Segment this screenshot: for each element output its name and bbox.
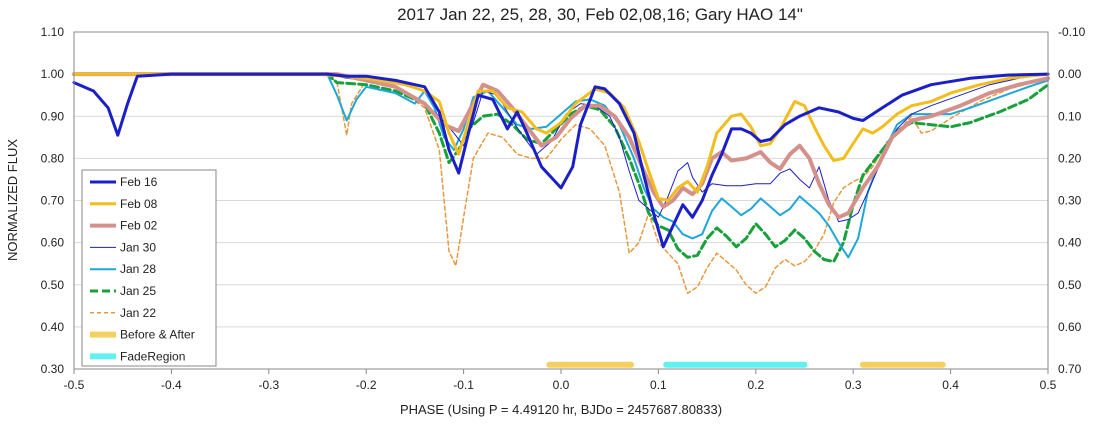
x-tick-label: -0.1: [453, 378, 474, 392]
y-tick-label: 0.90: [41, 109, 65, 123]
y-axis-ticks: 1.10 1.00 0.90 0.80 0.70 0.60 0.50 0.40 0.30: [41, 25, 65, 376]
y2-tick-label: 0.00: [1058, 67, 1082, 81]
series-line-feb-08: [72, 72, 1050, 202]
y2-tick-label: 0.50: [1058, 278, 1082, 292]
legend-label-jan-28: Jan 28: [120, 262, 156, 276]
x-tick-label: 0.5: [1040, 378, 1057, 392]
legend-label-feb-08: Feb 08: [120, 197, 158, 211]
x-tick-label: -0.4: [161, 378, 182, 392]
y-tick-label: 0.70: [41, 194, 65, 208]
y2-tick-label: 0.40: [1058, 236, 1082, 250]
x-tick-label: 0.3: [845, 378, 862, 392]
series-line-jan-22: [73, 73, 1049, 294]
y2-tick-label: 0.20: [1058, 151, 1082, 165]
x-tick-label: 0.1: [650, 378, 667, 392]
y2-tick-label: 0.70: [1058, 362, 1082, 376]
y-axis-label: NORMALIZED FLUX: [5, 139, 20, 261]
plot-series: [72, 72, 1050, 368]
y-tick-label: 1.00: [41, 67, 65, 81]
x-axis-label: PHASE (Using P = 4.49120 hr, BJDo = 2457…: [400, 402, 722, 417]
y-tick-label: 0.50: [41, 278, 65, 292]
chart-title: 2017 Jan 22, 25, 28, 30, Feb 02,08,16; G…: [397, 5, 803, 24]
y-tick-label: 0.40: [41, 320, 65, 334]
legend-label-feb-02: Feb 02: [120, 219, 158, 233]
x-tick-label: 0.4: [942, 378, 959, 392]
secondary-y-axis-ticks: -0.10 0.00 0.10 0.20 0.30 0.40 0.50 0.60 0.70: [1058, 25, 1086, 376]
legend-label-before-after: Before & After: [120, 328, 195, 342]
y-tick-label: 1.10: [41, 25, 65, 39]
legend: Feb 16 Feb 08 Feb 02 Jan 30 Jan 28 Jan 25 Jan …: [81, 169, 217, 367]
series-line-feb-16: [72, 72, 1050, 249]
legend-label-jan-25: Jan 25: [120, 284, 156, 298]
x-tick-label: -0.2: [356, 378, 377, 392]
x-tick-label: -0.5: [64, 378, 85, 392]
y2-tick-label: 0.10: [1058, 109, 1082, 123]
legend-label-faderegion: FadeRegion: [120, 349, 185, 363]
x-tick-label: -0.3: [258, 378, 279, 392]
x-axis-ticks: -0.5 -0.4 -0.3 -0.2 -0.1 0.0 0.1 0.2 0.3 0.4 0.5: [64, 369, 1057, 392]
y-tick-label: 0.60: [41, 236, 65, 250]
y-tick-label: 0.80: [41, 151, 65, 165]
x-tick-label: 0.0: [553, 378, 570, 392]
y2-tick-label: 0.60: [1058, 320, 1082, 334]
y2-tick-label: -0.10: [1058, 25, 1086, 39]
legend-label-jan-30: Jan 30: [120, 240, 156, 254]
y2-tick-label: 0.30: [1058, 194, 1082, 208]
y-tick-label: 0.30: [41, 362, 65, 376]
legend-label-feb-16: Feb 16: [120, 175, 158, 189]
x-tick-label: 0.2: [747, 378, 764, 392]
series-line-feb-02: [72, 72, 1050, 220]
series-line-jan-28: [73, 73, 1049, 259]
legend-label-jan-22: Jan 22: [120, 306, 156, 320]
